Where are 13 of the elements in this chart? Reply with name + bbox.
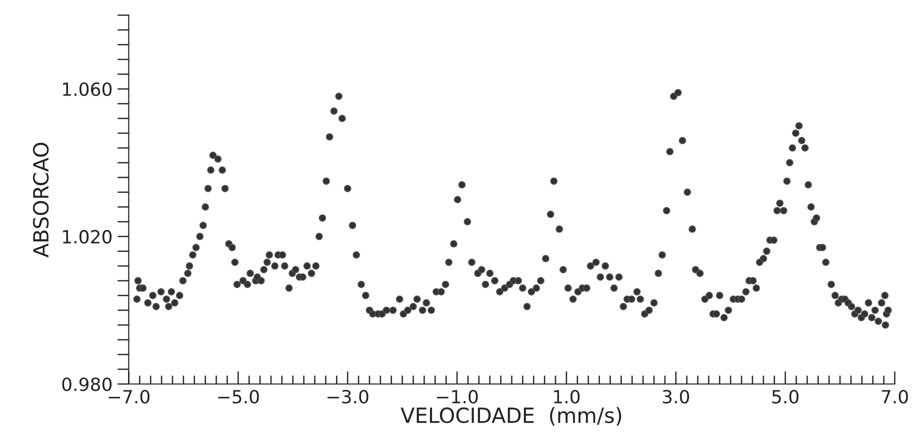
x-tick-label: 7.0: [882, 390, 908, 404]
x-tick-label: 1.0: [554, 390, 580, 404]
y-tick-label: 0.980: [62, 377, 112, 392]
x-tick-label: −5.0: [218, 390, 259, 404]
x-tick-label: −7.0: [108, 390, 150, 404]
x-tick-label: 3.0: [662, 390, 690, 404]
x-axis-title: VELOCIDADE (mm/s): [400, 407, 622, 426]
y-tick-label: 1.020: [63, 230, 112, 244]
x-tick-label: −3.0: [328, 390, 368, 404]
y-tick-label: 1.060: [63, 82, 112, 96]
x-tick-label: 5.0: [772, 390, 798, 404]
y-axis-title: ABSORCAO: [32, 142, 49, 258]
x-tick-label: −1.0: [437, 390, 478, 404]
